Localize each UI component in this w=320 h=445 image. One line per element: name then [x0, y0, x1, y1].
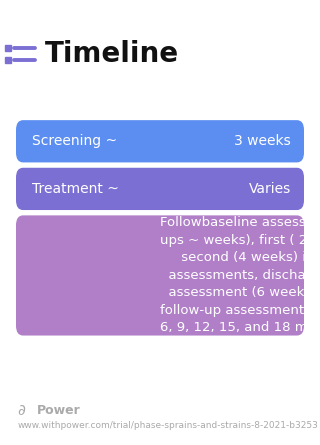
Text: www.withpower.com/trial/phase-sprains-and-strains-8-2021-b3253: www.withpower.com/trial/phase-sprains-an… — [18, 421, 318, 429]
Text: 3 weeks: 3 weeks — [235, 134, 291, 148]
Text: Treatment ~: Treatment ~ — [32, 182, 119, 196]
FancyBboxPatch shape — [16, 120, 304, 162]
Text: Varies: Varies — [249, 182, 291, 196]
Text: Timeline: Timeline — [45, 40, 179, 68]
Text: Screening ~: Screening ~ — [32, 134, 117, 148]
Text: Followbaseline assessment (0
ups ~ weeks), first ( 2 weeks) and
     second (4 w: Followbaseline assessment (0 ups ~ weeks… — [160, 216, 320, 335]
FancyBboxPatch shape — [16, 215, 304, 336]
Text: ∂: ∂ — [18, 403, 26, 418]
Text: Power: Power — [37, 404, 81, 417]
FancyBboxPatch shape — [16, 168, 304, 210]
